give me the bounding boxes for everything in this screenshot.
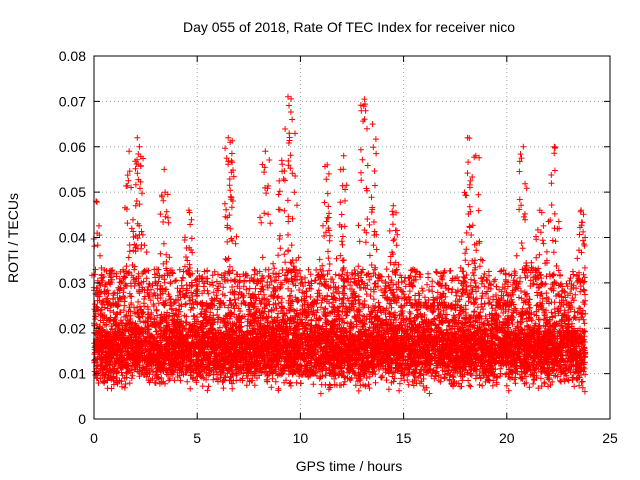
x-tick-label: 5 bbox=[193, 430, 201, 446]
y-tick-label: 0.08 bbox=[59, 48, 86, 64]
y-tick-label: 0.04 bbox=[59, 230, 86, 246]
y-tick-label: 0.01 bbox=[59, 366, 86, 382]
y-tick-labels: 0 0.01 0.02 0.03 0.04 0.05 0.06 0.07 0.08 bbox=[59, 48, 86, 427]
x-tick-labels: 0 5 10 15 20 25 bbox=[90, 430, 618, 446]
chart-title: Day 055 of 2018, Rate Of TEC Index for r… bbox=[183, 19, 515, 35]
grid-lines bbox=[94, 56, 610, 419]
x-tick-label: 10 bbox=[293, 430, 309, 446]
y-tick-label: 0.02 bbox=[59, 320, 86, 336]
plot-frame bbox=[93, 55, 611, 420]
x-tick-label: 25 bbox=[602, 430, 618, 446]
y-tick-label: 0.07 bbox=[59, 93, 86, 109]
y-tick-label: 0.05 bbox=[59, 184, 86, 200]
y-tick-label: 0.06 bbox=[59, 139, 86, 155]
x-axis-label: GPS time / hours bbox=[296, 458, 403, 474]
y-tick-label: 0 bbox=[78, 411, 86, 427]
y-tick-label: 0.03 bbox=[59, 275, 86, 291]
y-axis-label: ROTI / TECUs bbox=[5, 193, 21, 283]
x-tick-label: 0 bbox=[90, 430, 98, 446]
x-tick-label: 15 bbox=[396, 430, 412, 446]
roti-points bbox=[89, 93, 589, 397]
data-points bbox=[89, 93, 589, 397]
x-tick-label: 20 bbox=[499, 430, 515, 446]
